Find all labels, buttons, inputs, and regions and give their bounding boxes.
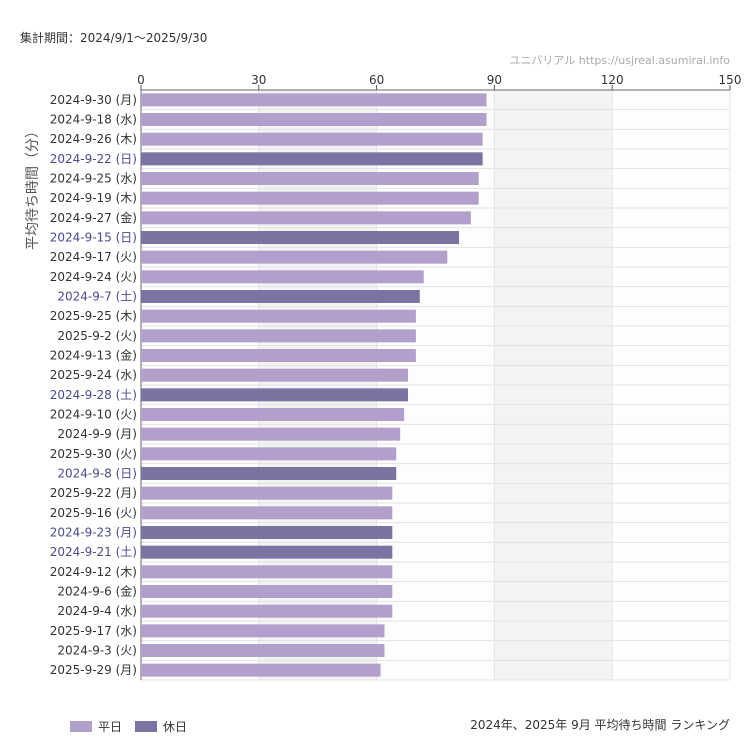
y-tick-label: 2024-9-6 (金) xyxy=(57,584,137,599)
period-label: 集計期間：2024/9/1〜2025/9/30 xyxy=(20,31,208,45)
bar xyxy=(141,191,479,205)
bar xyxy=(141,349,416,362)
y-tick-label: 2025-9-22 (月) xyxy=(50,486,137,500)
bar xyxy=(141,388,409,402)
y-tick-label: 2025-9-16 (火) xyxy=(50,506,137,520)
y-tick-label: 2024-9-30 (月) xyxy=(50,93,137,107)
bar xyxy=(141,585,393,598)
bar xyxy=(141,644,385,657)
legend-swatch-holiday xyxy=(135,721,157,732)
y-tick-label: 2024-9-28 (土) xyxy=(50,388,137,402)
y-tick-label: 2024-9-13 (金) xyxy=(50,348,137,363)
bar xyxy=(141,408,405,421)
y-tick-label: 2024-9-10 (火) xyxy=(50,408,137,422)
bar xyxy=(141,172,479,185)
y-tick-label: 2024-9-18 (水) xyxy=(50,113,137,127)
x-tick-label: 60 xyxy=(369,73,384,87)
y-tick-label: 2024-9-22 (日) xyxy=(50,152,137,166)
bar xyxy=(141,211,471,225)
x-tick-label: 0 xyxy=(137,73,145,87)
bar xyxy=(141,250,448,264)
bar xyxy=(141,93,487,107)
bar xyxy=(141,368,409,382)
y-tick-label: 2024-9-26 (木) xyxy=(50,132,137,146)
bar xyxy=(141,113,487,126)
legend-holiday[interactable]: 休日 xyxy=(135,718,187,735)
x-tick-label: 120 xyxy=(601,73,624,87)
bar xyxy=(141,290,420,303)
bar xyxy=(141,545,393,559)
bar xyxy=(141,270,424,284)
y-tick-label: 2024-9-9 (月) xyxy=(57,427,137,441)
y-tick-label: 2024-9-25 (水) xyxy=(50,172,137,186)
bar xyxy=(141,565,393,579)
y-tick-label: 2025-9-29 (月) xyxy=(50,663,137,677)
y-tick-label: 2025-9-30 (火) xyxy=(50,447,137,461)
y-tick-label: 2025-9-25 (木) xyxy=(50,309,137,323)
y-tick-label: 2024-9-12 (木) xyxy=(50,565,137,579)
credit-label: ユニバリアル https://usjreal.asumirai.info xyxy=(509,54,730,67)
bar xyxy=(141,506,393,520)
y-tick-label: 2025-9-17 (水) xyxy=(50,624,137,638)
x-tick-label: 150 xyxy=(719,73,742,87)
chart-title: 2024年、2025年 9月 平均待ち時間 ランキング xyxy=(470,718,730,732)
y-tick-label: 2024-9-7 (土) xyxy=(57,290,137,304)
bar xyxy=(141,309,416,323)
y-tick-label: 2024-9-27 (金) xyxy=(50,210,137,225)
y-tick-label: 2024-9-24 (火) xyxy=(50,270,137,284)
bar xyxy=(141,663,381,677)
legend-weekday[interactable]: 平日 xyxy=(70,718,122,735)
y-tick-label: 2025-9-24 (水) xyxy=(50,368,137,382)
x-tick-label: 90 xyxy=(487,73,502,87)
bar xyxy=(141,604,393,618)
bar xyxy=(141,329,416,343)
bar xyxy=(141,447,397,461)
y-tick-label: 2024-9-21 (土) xyxy=(50,545,137,559)
y-tick-label: 2024-9-23 (月) xyxy=(50,526,137,540)
y-tick-label: 2024-9-3 (火) xyxy=(57,644,137,658)
y-tick-label: 2024-9-8 (日) xyxy=(57,467,137,481)
bar xyxy=(141,526,393,539)
x-tick-label: 30 xyxy=(251,73,266,87)
y-tick-label: 2024-9-17 (火) xyxy=(50,250,137,264)
y-tick-label: 2024-9-15 (日) xyxy=(50,231,137,245)
legend-label: 平日 xyxy=(98,720,123,734)
bar xyxy=(141,486,393,500)
legend-swatch-weekday xyxy=(70,721,92,732)
bar xyxy=(141,467,397,480)
bar xyxy=(141,427,401,441)
y-tick-label: 2025-9-2 (火) xyxy=(57,329,137,343)
bar xyxy=(141,152,483,166)
bar xyxy=(141,624,385,638)
bar xyxy=(141,231,460,244)
bar xyxy=(141,132,483,146)
legend-label: 休日 xyxy=(163,720,188,734)
y-tick-label: 2024-9-19 (木) xyxy=(50,191,137,205)
y-tick-label: 2024-9-4 (水) xyxy=(57,604,137,618)
